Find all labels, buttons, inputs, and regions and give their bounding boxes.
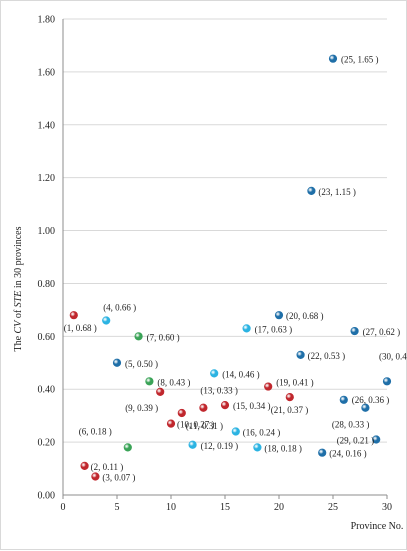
data-label: (20, 0.68 ) <box>286 311 324 321</box>
x-tick-label: 25 <box>328 502 338 513</box>
data-point <box>166 419 176 428</box>
data-label: (16, 0.24 ) <box>243 428 280 438</box>
y-axis-title-part: of <box>13 307 24 320</box>
axes <box>62 19 388 499</box>
data-label: (28, 0.33 ) <box>332 420 370 430</box>
data-label: (10, 0.27 ) <box>177 420 215 430</box>
data-point <box>307 186 316 195</box>
data-label: (18, 0.18 ) <box>264 443 302 453</box>
data-label: (25, 1.65 ) <box>341 55 379 65</box>
x-tick-label: 0 <box>61 502 66 513</box>
y-tick-label: 0.20 <box>38 438 56 449</box>
data-label: (15, 0.34 ) <box>233 401 271 411</box>
data-point <box>145 377 154 386</box>
data-label: (14, 0.46 ) <box>222 369 260 379</box>
data-label: (9, 0.39 ) <box>125 403 158 413</box>
y-tick-label: 1.40 <box>38 120 56 131</box>
data-label: (6, 0.18 ) <box>79 426 112 436</box>
data-label: (13, 0.33 ) <box>200 386 238 396</box>
data-label: (30, 0.43 ) <box>379 351 407 361</box>
x-axis-title: Province No. <box>351 521 404 532</box>
y-tick-label: 1.00 <box>38 226 56 237</box>
data-point <box>80 461 89 471</box>
data-label: (2, 0.11 ) <box>91 462 124 472</box>
data-point <box>177 408 186 418</box>
data-point <box>91 472 100 481</box>
y-axis-title-part: STE <box>13 291 24 308</box>
data-point <box>328 54 338 63</box>
data-point <box>134 332 143 341</box>
data-label: (4, 0.66 ) <box>103 302 136 312</box>
y-axis-title: The CV of STE in 30 provinces <box>13 226 24 351</box>
data-point <box>210 369 219 378</box>
data-label: (1, 0.68 ) <box>64 323 97 333</box>
data-label: (19, 0.41 ) <box>276 378 314 388</box>
data-label: (22, 0.53 ) <box>308 351 346 361</box>
data-point <box>112 358 122 367</box>
y-tick-label: 1.80 <box>38 15 56 26</box>
point-labels: (1, 0.68 ) (2, 0.11 )(3, 0.07 ) (4, 0.66 )… <box>64 55 407 483</box>
y-tick-labels: 0.00 0.20 0.40 0.60 0.80 1.00 1.20 1.40 1.60 1.80 <box>38 15 56 502</box>
data-point <box>264 382 273 391</box>
y-tick-label: 0.60 <box>38 332 56 343</box>
x-tick-label: 20 <box>274 502 284 513</box>
x-tick-label: 30 <box>382 502 392 513</box>
data-label: (24, 0.16 ) <box>329 449 367 459</box>
data-label: (5, 0.50 ) <box>125 359 158 369</box>
data-point <box>350 326 359 336</box>
data-label: (11, 0.31 ) <box>186 421 223 431</box>
data-point <box>156 387 165 396</box>
data-point <box>361 403 370 412</box>
data-point <box>339 395 348 404</box>
x-tick-labels: 0 5 10 15 20 25 30 <box>61 502 393 513</box>
y-axis-title-part: The <box>13 333 24 351</box>
data-point <box>242 324 251 333</box>
data-label: (21, 0.37 ) <box>271 405 309 415</box>
data-point <box>382 377 392 386</box>
data-label: (26, 0.36 ) <box>352 395 390 405</box>
x-tick-label: 15 <box>220 502 230 513</box>
data-label: (23, 1.15 ) <box>318 187 356 197</box>
y-tick-label: 1.60 <box>38 67 56 78</box>
data-point <box>199 403 208 412</box>
y-tick-label: 1.20 <box>38 173 56 184</box>
data-label: (29, 0.21 ) <box>337 435 375 445</box>
data-point <box>274 311 284 320</box>
data-label: (17, 0.63 ) <box>255 324 293 334</box>
data-point <box>296 350 305 359</box>
gridlines <box>63 18 387 443</box>
data-point <box>285 393 294 402</box>
x-tick-label: 5 <box>115 502 120 513</box>
data-point <box>318 448 327 457</box>
y-axis-title-part: CV <box>13 319 24 334</box>
data-point <box>188 440 197 449</box>
data-point <box>231 427 240 436</box>
data-label: (27, 0.62 ) <box>363 327 401 337</box>
data-point <box>102 316 111 325</box>
data-points <box>69 54 392 481</box>
data-point <box>69 311 78 320</box>
x-tick-label: 10 <box>166 502 176 513</box>
data-label: (8, 0.43 ) <box>157 377 190 387</box>
data-point <box>123 443 132 452</box>
data-label: (12, 0.19 ) <box>201 441 239 451</box>
data-label: (7, 0.60 ) <box>147 332 180 342</box>
y-tick-label: 0.80 <box>38 279 56 290</box>
data-point <box>220 400 230 410</box>
y-axis-title-part: in 30 provinces <box>13 226 24 290</box>
y-tick-label: 0.40 <box>38 385 56 396</box>
y-tick-label: 0.00 <box>38 491 56 502</box>
data-label: (3, 0.07 ) <box>102 472 135 482</box>
data-point <box>253 443 262 452</box>
data-point <box>372 435 381 444</box>
